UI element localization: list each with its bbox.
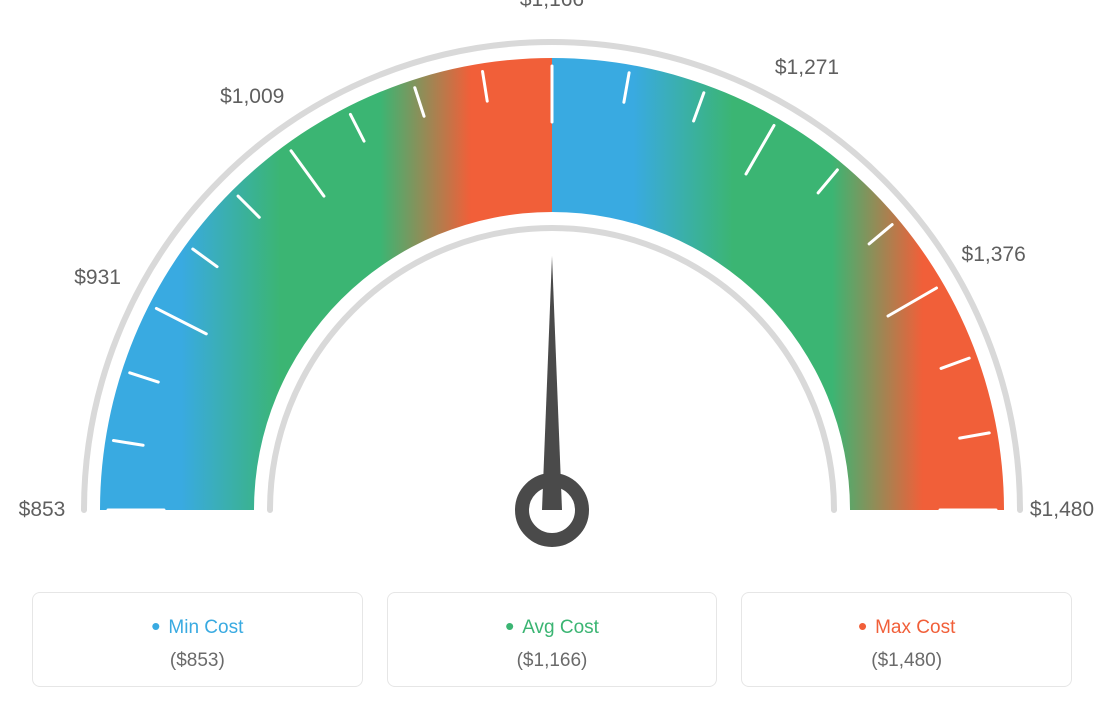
gauge-scale-label: $1,376 — [962, 243, 1026, 267]
cost-gauge-chart: $853$931$1,009$1,166$1,271$1,376$1,480 M… — [20, 20, 1084, 687]
gauge-dial: $853$931$1,009$1,166$1,271$1,376$1,480 — [20, 20, 1084, 580]
gauge-scale-label: $1,009 — [220, 85, 284, 109]
gauge-scale-label: $853 — [19, 498, 66, 522]
gauge-scale-label: $1,480 — [1030, 498, 1094, 522]
gauge-scale-label: $1,271 — [775, 56, 839, 80]
legend-card-max: Max Cost ($1,480) — [741, 592, 1072, 687]
legend-max-title: Max Cost — [754, 611, 1059, 642]
legend-card-avg: Avg Cost ($1,166) — [387, 592, 718, 687]
legend-min-value: ($853) — [45, 650, 350, 672]
legend-min-title: Min Cost — [45, 611, 350, 642]
gauge-scale-label: $1,166 — [520, 0, 584, 12]
legend-avg-value: ($1,166) — [400, 650, 705, 672]
gauge-scale-label: $931 — [74, 266, 121, 290]
legend-row: Min Cost ($853) Avg Cost ($1,166) Max Co… — [20, 592, 1084, 687]
gauge-svg — [20, 20, 1084, 580]
legend-max-value: ($1,480) — [754, 650, 1059, 672]
legend-card-min: Min Cost ($853) — [32, 592, 363, 687]
legend-avg-title: Avg Cost — [400, 611, 705, 642]
